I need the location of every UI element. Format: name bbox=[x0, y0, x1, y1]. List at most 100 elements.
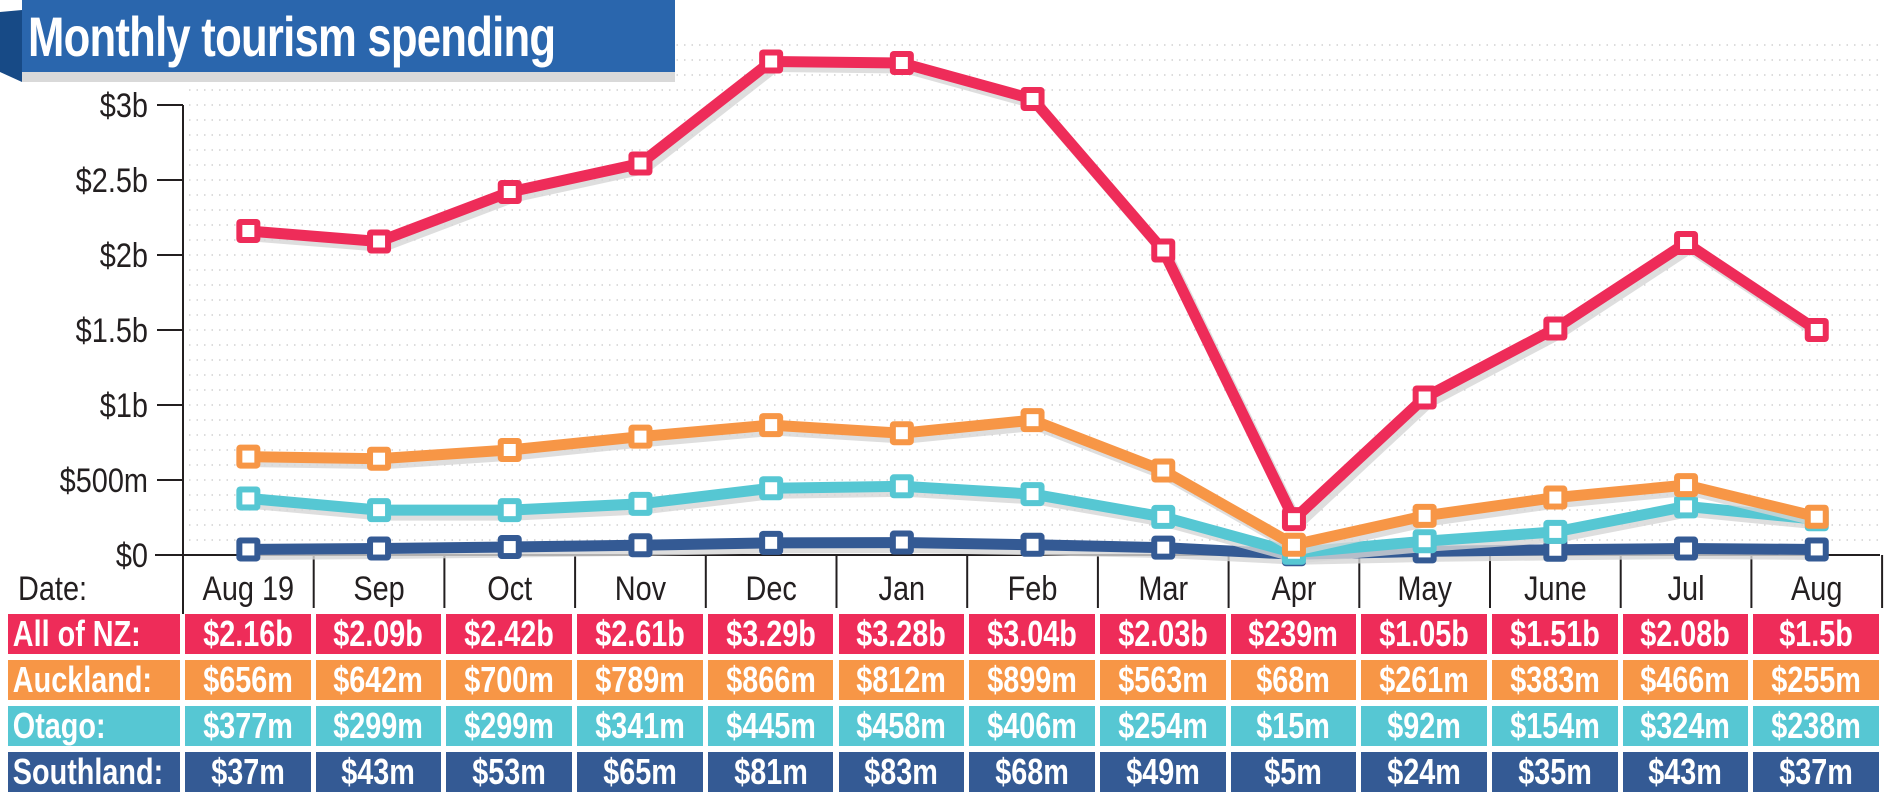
data-point-marker-center bbox=[1026, 93, 1039, 105]
x-tick-label: Jul bbox=[1668, 569, 1705, 608]
data-point-marker-center bbox=[634, 157, 647, 170]
row-label: Auckland: bbox=[8, 660, 180, 700]
data-point-marker-center bbox=[765, 536, 778, 549]
table-cell-value: $68m bbox=[995, 752, 1069, 792]
table-cell-value: $2.16b bbox=[203, 614, 293, 654]
table-cell-value: $2.09b bbox=[333, 614, 424, 654]
table-cell-value: $43m bbox=[341, 752, 416, 792]
data-point-marker-center bbox=[1680, 237, 1693, 249]
x-tick-label: Apr bbox=[1271, 569, 1316, 608]
table-cell-value: $3.04b bbox=[987, 614, 1077, 654]
table-cell: $254m bbox=[1099, 706, 1226, 746]
table-cell: $812m bbox=[838, 660, 965, 700]
series-all-of-nz bbox=[236, 49, 1829, 532]
data-point-marker-center bbox=[1157, 244, 1170, 257]
y-tick-label: $1b bbox=[100, 386, 148, 425]
y-tick-label: $1.5b bbox=[76, 311, 148, 350]
table-cell-value: $406m bbox=[987, 706, 1077, 746]
data-point-marker-center bbox=[1549, 491, 1562, 504]
x-tick-label: Feb bbox=[1008, 569, 1058, 608]
table-cell: $383m bbox=[1492, 660, 1618, 700]
table-cell: $238m bbox=[1753, 706, 1880, 746]
table-cell-value: $899m bbox=[987, 660, 1077, 700]
table-cell: $43m bbox=[315, 752, 442, 792]
data-point-marker-center bbox=[242, 492, 255, 505]
table-cell-value: $2.61b bbox=[595, 614, 685, 654]
table-cell-value: $789m bbox=[595, 660, 685, 700]
table-cell: $43m bbox=[1622, 752, 1749, 792]
y-tick-label: $3b bbox=[100, 86, 148, 125]
table-cell-value: $255m bbox=[1771, 660, 1862, 700]
table-cell-value: $261m bbox=[1379, 660, 1469, 700]
data-point-marker-center bbox=[242, 450, 255, 463]
data-point-marker-center bbox=[242, 543, 255, 556]
data-point-marker-center bbox=[242, 225, 255, 237]
y-tick-label: $2.5b bbox=[76, 161, 148, 200]
table-cell-value: $154m bbox=[1509, 706, 1600, 746]
data-point-marker-center bbox=[1026, 538, 1039, 551]
data-point-marker-center bbox=[1287, 538, 1300, 551]
table-cell: $92m bbox=[1361, 706, 1487, 746]
table-cell-value: $92m bbox=[1387, 706, 1461, 746]
chart-title: Monthly tourism spending bbox=[28, 5, 556, 68]
data-point-marker-center bbox=[765, 482, 778, 495]
data-point-marker-center bbox=[1549, 525, 1562, 538]
data-point-marker-center bbox=[1418, 391, 1431, 404]
table-cell: $377m bbox=[185, 706, 311, 746]
banner-shape bbox=[0, 0, 675, 82]
table-cell: $1.5b bbox=[1753, 614, 1880, 654]
series-southland bbox=[236, 530, 1829, 567]
table-cell: $466m bbox=[1622, 660, 1749, 700]
x-tick-label: Jan bbox=[879, 569, 926, 608]
row-label: Southland: bbox=[8, 752, 180, 792]
data-point-marker-center bbox=[895, 536, 908, 549]
table-cell-value: $65m bbox=[603, 752, 677, 792]
table-cell: $458m bbox=[838, 706, 965, 746]
table-cell: $2.61b bbox=[577, 614, 703, 654]
y-tick-label: $500m bbox=[60, 461, 148, 500]
table-cell: $2.16b bbox=[185, 614, 311, 654]
table-cell: $24m bbox=[1361, 752, 1487, 792]
y-tick-label: $2b bbox=[100, 236, 148, 275]
data-point-marker-center bbox=[895, 427, 908, 440]
table-cell-value: $254m bbox=[1117, 706, 1208, 746]
table-cell: $341m bbox=[577, 706, 703, 746]
data-point-marker-center bbox=[1680, 500, 1693, 513]
table-cell: $406m bbox=[969, 706, 1095, 746]
data-point-marker-center bbox=[1810, 510, 1823, 523]
data-point-marker-center bbox=[1157, 541, 1170, 554]
table-cell: $2.08b bbox=[1622, 614, 1749, 654]
table-cell: $866m bbox=[707, 660, 834, 700]
table-cell-value: $24m bbox=[1387, 752, 1461, 792]
data-point-marker-center bbox=[634, 430, 647, 443]
data-point-marker-center bbox=[1026, 488, 1039, 501]
table-cell: $68m bbox=[1230, 660, 1357, 700]
table-cell: $563m bbox=[1099, 660, 1226, 700]
table-cell-value: $15m bbox=[1256, 706, 1331, 746]
data-point-marker-center bbox=[373, 235, 386, 248]
table-cell: $3.29b bbox=[707, 614, 834, 654]
table-cell: $1.51b bbox=[1492, 614, 1618, 654]
table-cell-value: $239m bbox=[1248, 614, 1339, 654]
data-point-marker-center bbox=[1418, 509, 1431, 522]
x-tick-label: Nov bbox=[615, 569, 667, 608]
table-cell-value: $812m bbox=[856, 660, 947, 700]
data-point-marker-center bbox=[1549, 322, 1562, 335]
table-cell: $1.05b bbox=[1361, 614, 1487, 654]
table-cell-value: $642m bbox=[333, 660, 424, 700]
table-cell: $83m bbox=[838, 752, 965, 792]
table-cell: $5m bbox=[1230, 752, 1357, 792]
x-tick-label: May bbox=[1397, 569, 1452, 608]
table-cell: $2.42b bbox=[446, 614, 573, 654]
data-point-marker-center bbox=[895, 57, 908, 69]
row-label: Otago: bbox=[8, 706, 180, 746]
y-tick-label: $0 bbox=[116, 536, 148, 575]
data-point-marker-center bbox=[1418, 535, 1431, 548]
series-auckland bbox=[236, 408, 1829, 557]
data-point-marker-center bbox=[634, 539, 647, 552]
table-cell: $49m bbox=[1099, 752, 1226, 792]
table-cell: $700m bbox=[446, 660, 573, 700]
title-banner: Monthly tourism spending bbox=[0, 0, 675, 82]
line-chart: $0 $500m $1b $1.5b $2b $2.5b $3b Aug 19 Sep Oct No… bbox=[18, 44, 1884, 614]
data-point-marker-center bbox=[1026, 414, 1039, 427]
